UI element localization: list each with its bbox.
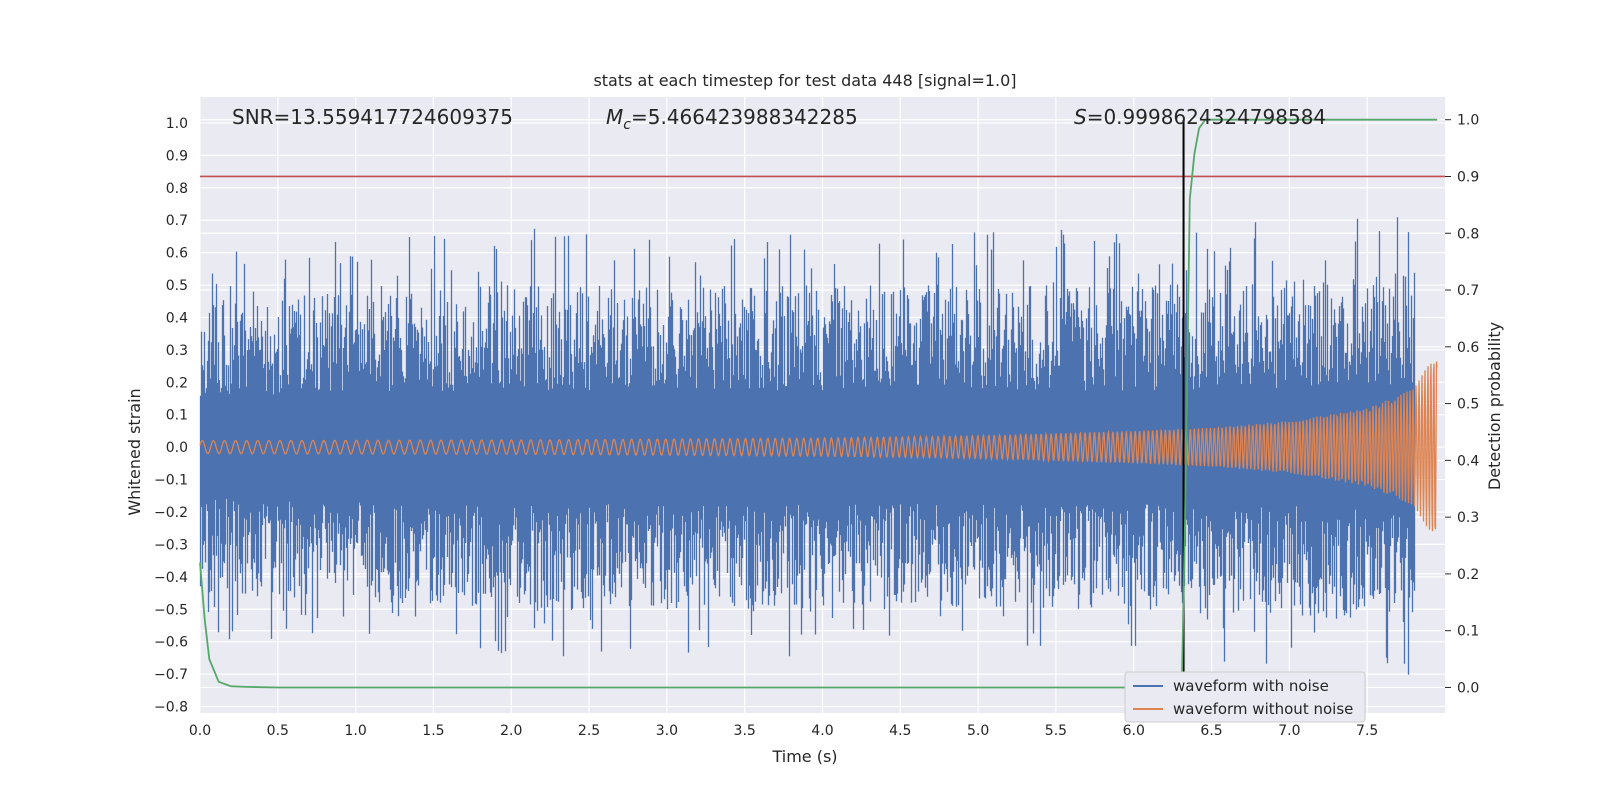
left-y-tick-label: −0.3	[154, 537, 188, 553]
x-tick-label: 6.5	[1200, 723, 1222, 739]
legend-label-noise: waveform with noise	[1173, 677, 1329, 695]
legend-label-clean: waveform without noise	[1173, 700, 1353, 718]
x-tick-label: 4.0	[811, 723, 833, 739]
left-y-tick-label: 0.0	[166, 440, 188, 456]
right-y-tick-label: 0.2	[1457, 567, 1479, 583]
x-tick-label: 0.0	[189, 723, 211, 739]
legend-box	[1124, 671, 1366, 723]
right-y-tick-label: 0.0	[1457, 680, 1479, 696]
right-y-axis-ticks: 1.0 0.9 0.8 0.7 0.6 0.5 0.4 0.3 0.2 0.1 0.0	[1445, 113, 1479, 696]
left-y-tick-label: −0.1	[154, 473, 188, 489]
left-y-tick-label: 0.1	[166, 408, 188, 424]
left-y-tick-label: 0.6	[166, 246, 188, 262]
x-tick-label: 5.5	[1045, 723, 1067, 739]
right-y-tick-label: 0.1	[1457, 624, 1479, 640]
x-tick-label: 1.0	[344, 723, 366, 739]
significance-value: =0.9998624324798584	[1087, 105, 1326, 129]
chirp-mass-annotation: Mc=5.466423988342285	[606, 105, 858, 133]
left-y-tick-label: 0.7	[166, 213, 188, 229]
right-y-tick-label: 1.0	[1457, 113, 1479, 129]
x-tick-label: 7.0	[1278, 723, 1300, 739]
significance-annotation: S=0.9998624324798584	[1074, 105, 1326, 129]
x-axis-label: Time (s)	[771, 747, 837, 766]
x-tick-label: 2.0	[500, 723, 522, 739]
left-y-tick-label: −0.8	[154, 700, 188, 716]
left-y-tick-label: −0.5	[154, 602, 188, 618]
significance-symbol: S	[1074, 105, 1087, 129]
left-y-tick-label: −0.4	[154, 570, 188, 586]
right-y-tick-label: 0.6	[1457, 340, 1479, 356]
x-tick-label: 3.5	[734, 723, 756, 739]
chirp-mass-symbol: M	[606, 105, 623, 129]
left-y-tick-label: −0.7	[154, 667, 188, 683]
right-y-tick-label: 0.5	[1457, 397, 1479, 413]
x-tick-label: 5.0	[967, 723, 989, 739]
x-tick-label: 1.5	[422, 723, 444, 739]
x-tick-label: 6.0	[1123, 723, 1145, 739]
left-y-tick-label: 0.4	[166, 310, 188, 326]
chirp-mass-subscript: c	[623, 117, 631, 133]
left-y-tick-label: 1.0	[166, 116, 188, 132]
series-waveform-without-noise	[199, 361, 1438, 532]
left-y-tick-label: 0.9	[166, 148, 188, 164]
right-y-tick-label: 0.8	[1457, 226, 1479, 242]
right-y-axis-label: Detection probability	[1485, 322, 1504, 490]
right-y-tick-label: 0.9	[1457, 169, 1479, 185]
x-tick-label: 7.5	[1356, 723, 1378, 739]
left-y-axis-label: Whitened strain	[125, 388, 144, 515]
x-tick-label: 4.5	[889, 723, 911, 739]
x-axis-ticks: 0.0 0.5 1.0 1.5 2.0 2.5 3.0 3.5 4.0 4.5 5.0 5.5 6.0 6…	[189, 723, 1378, 739]
legend: waveform with noise waveform without noi…	[1124, 671, 1366, 723]
x-tick-label: 0.5	[267, 723, 289, 739]
left-y-tick-label: 0.2	[166, 375, 188, 391]
left-y-tick-label: −0.2	[154, 505, 188, 521]
left-y-tick-label: −0.6	[154, 635, 188, 651]
right-y-tick-label: 0.3	[1457, 510, 1479, 526]
x-tick-label: 2.5	[578, 723, 600, 739]
clean-trace	[199, 361, 1438, 532]
left-y-tick-label: 0.8	[166, 181, 188, 197]
right-y-tick-label: 0.7	[1457, 283, 1479, 299]
left-y-axis-ticks: 1.0 0.9 0.8 0.7 0.6 0.5 0.4 0.3 0.2 0.1 0.0 −0.1 −0.…	[154, 116, 188, 716]
snr-annotation: SNR=13.559417724609375	[232, 105, 513, 129]
series-detection-probability	[199, 118, 1438, 689]
left-y-tick-label: 0.5	[166, 278, 188, 294]
left-y-tick-label: 0.3	[166, 343, 188, 359]
chart-title: stats at each timestep for test data 448…	[593, 71, 1016, 90]
right-y-tick-label: 0.4	[1457, 453, 1479, 469]
chirp-mass-value: =5.466423988342285	[631, 105, 858, 129]
x-tick-label: 3.0	[656, 723, 678, 739]
